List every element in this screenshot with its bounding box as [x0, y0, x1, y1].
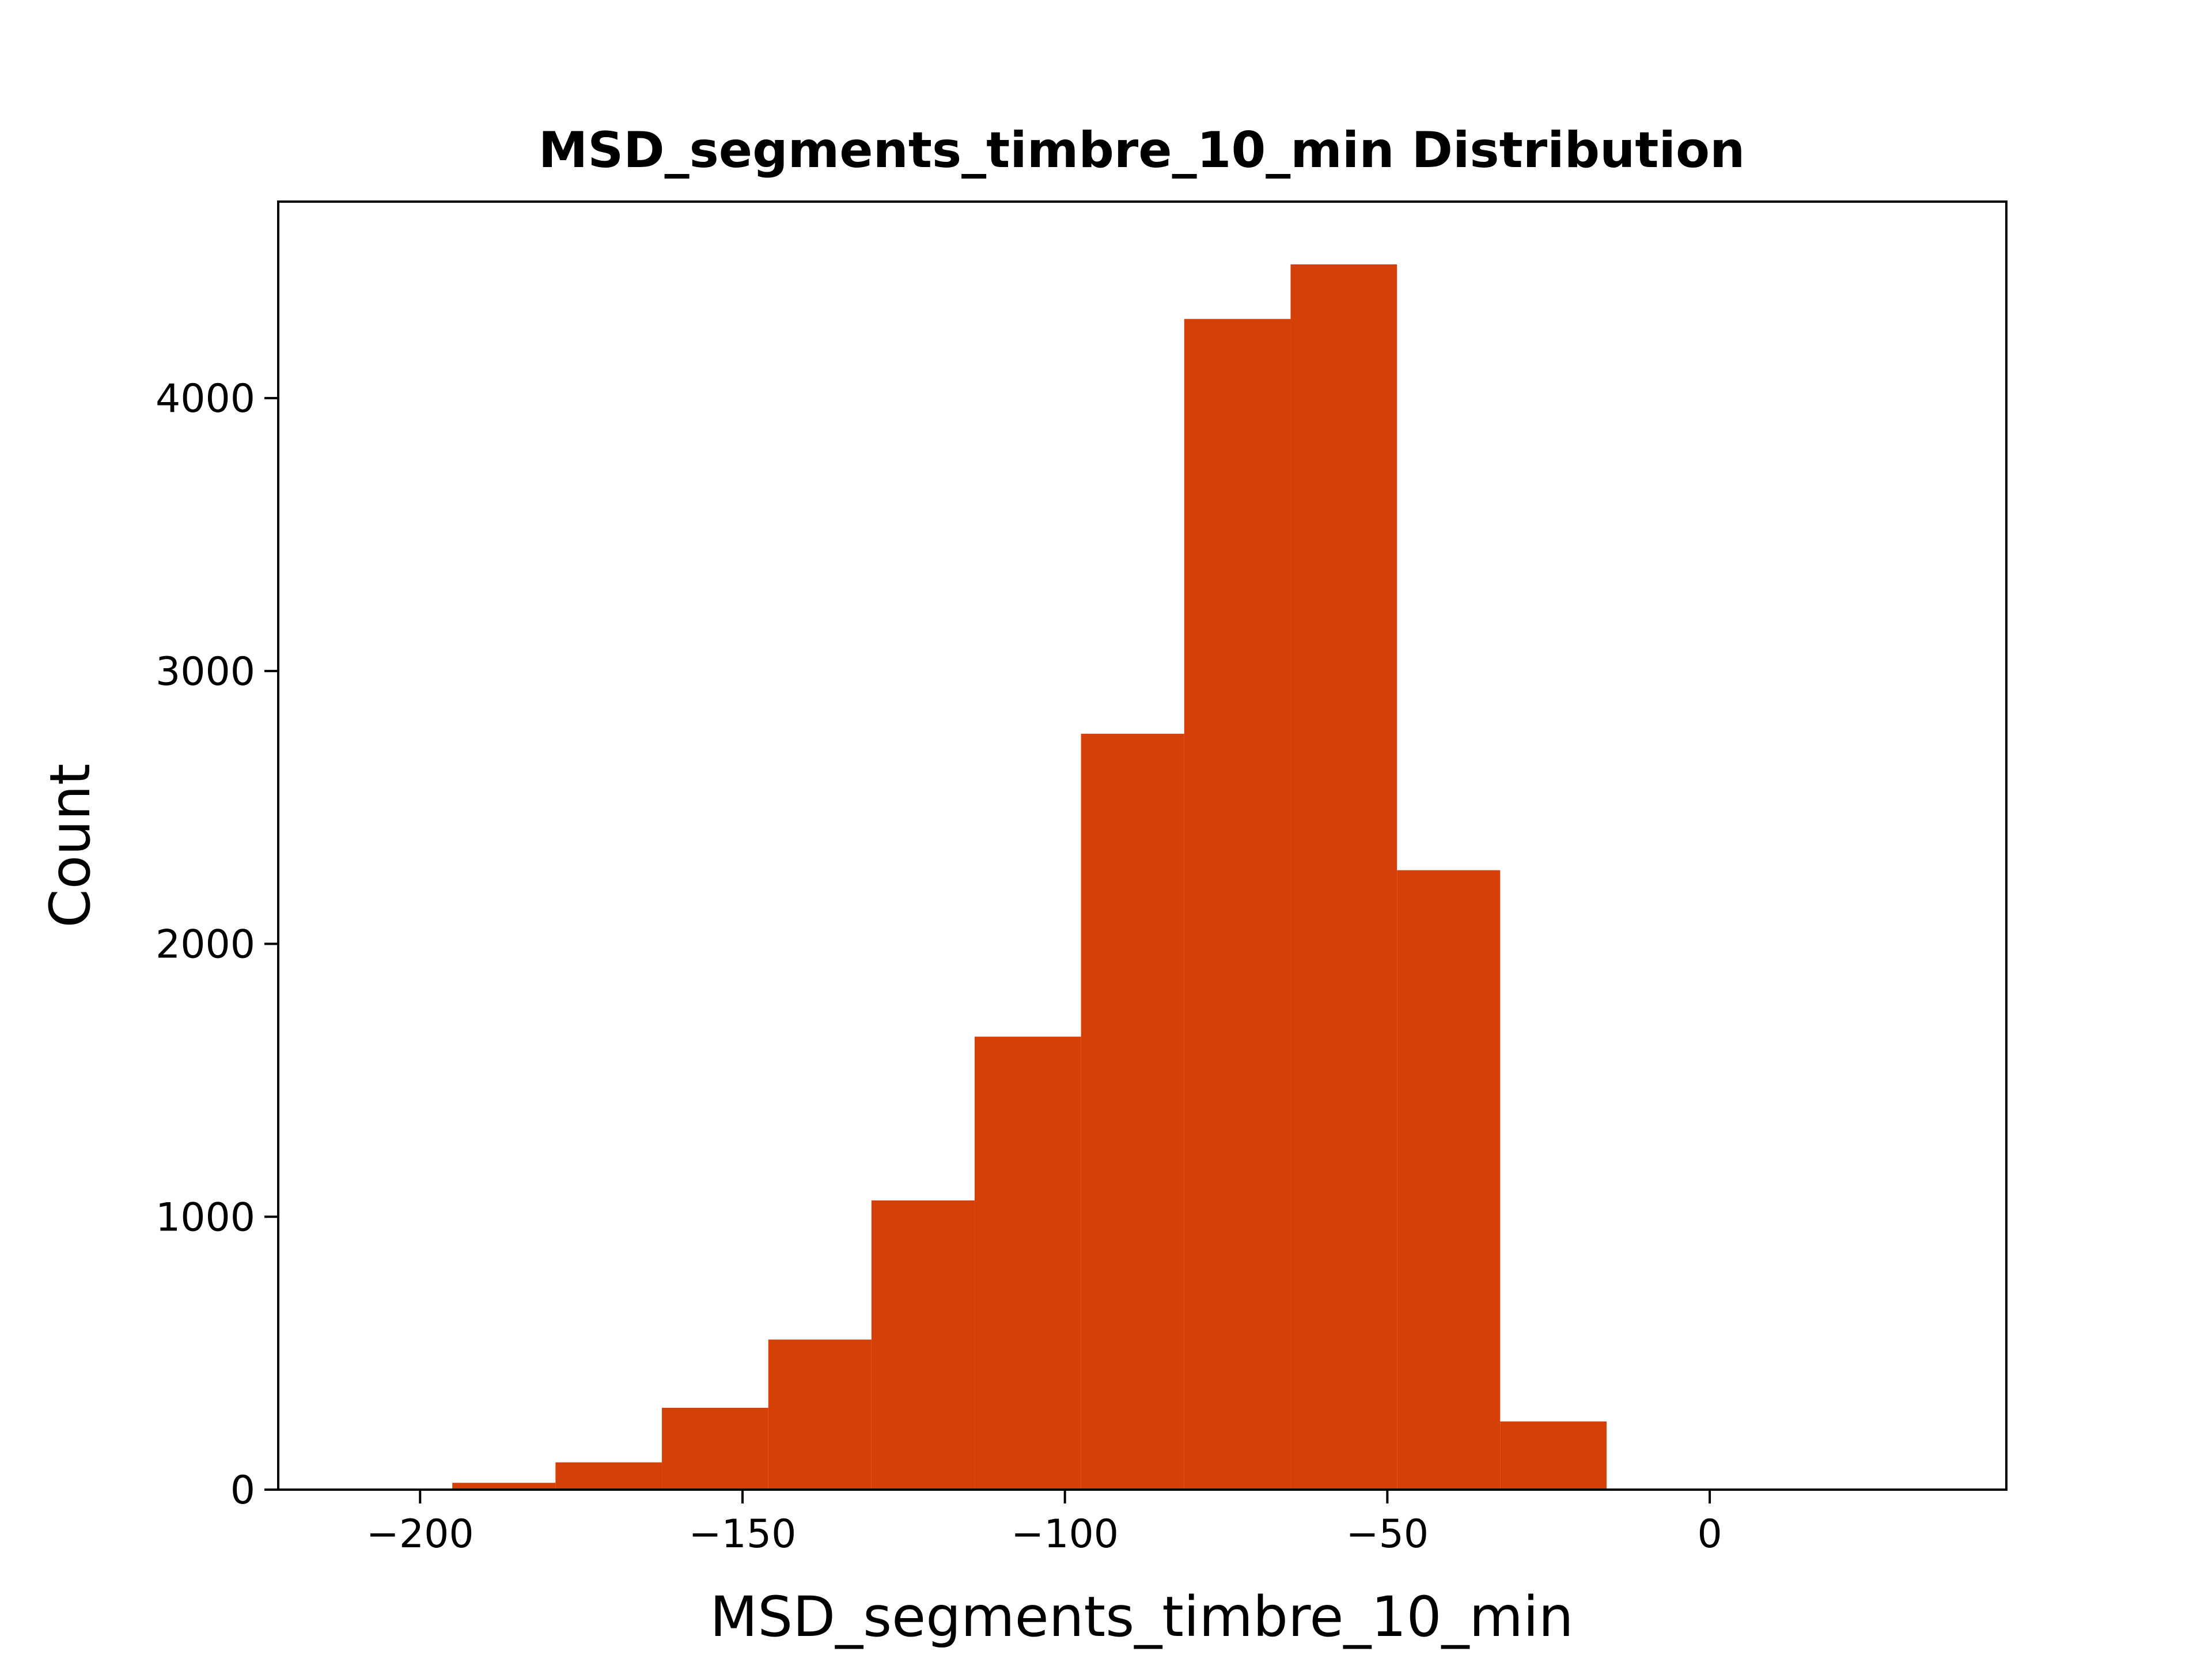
histogram-bar-3	[662, 1407, 768, 1490]
histogram-bar-4	[768, 1339, 872, 1490]
y-tick-label-3: 3000	[156, 649, 255, 695]
histogram-bar-7	[1081, 733, 1184, 1490]
plot-frame	[277, 200, 2008, 1491]
x-axis-ticks: −200 −150 −100 −50 0	[366, 1490, 1722, 1557]
histogram-bar-8	[1184, 319, 1291, 1490]
x-tick-label-4: 0	[1697, 1512, 1722, 1557]
x-tick-label-2: −100	[1011, 1512, 1119, 1557]
x-tick-label-0: −200	[366, 1512, 474, 1557]
histogram-bar-9	[1290, 264, 1397, 1490]
histogram-bar-2	[555, 1462, 662, 1490]
histogram-bar-11	[1500, 1421, 1607, 1490]
chart-title: MSD_segments_timbre_10_min Distribution	[539, 122, 1745, 179]
x-tick-label-1: −150	[689, 1512, 797, 1557]
y-axis-label: Count	[38, 763, 103, 927]
y-tick-label-0: 0	[230, 1468, 255, 1513]
y-axis-ticks: 0 1000 2000 3000 4000	[156, 376, 278, 1513]
histogram-bar-1	[452, 1483, 556, 1490]
histogram-bars	[349, 264, 1919, 1490]
x-tick-label-3: −50	[1346, 1512, 1429, 1557]
y-tick-label-1: 1000	[156, 1195, 255, 1240]
y-tick-label-2: 2000	[156, 922, 255, 968]
x-axis-label: MSD_segments_timbre_10_min	[710, 1585, 1573, 1649]
histogram-bar-5	[871, 1200, 975, 1490]
y-tick-label-4: 4000	[156, 376, 255, 422]
histogram-bar-6	[974, 1036, 1081, 1490]
histogram-bar-10	[1397, 870, 1501, 1490]
